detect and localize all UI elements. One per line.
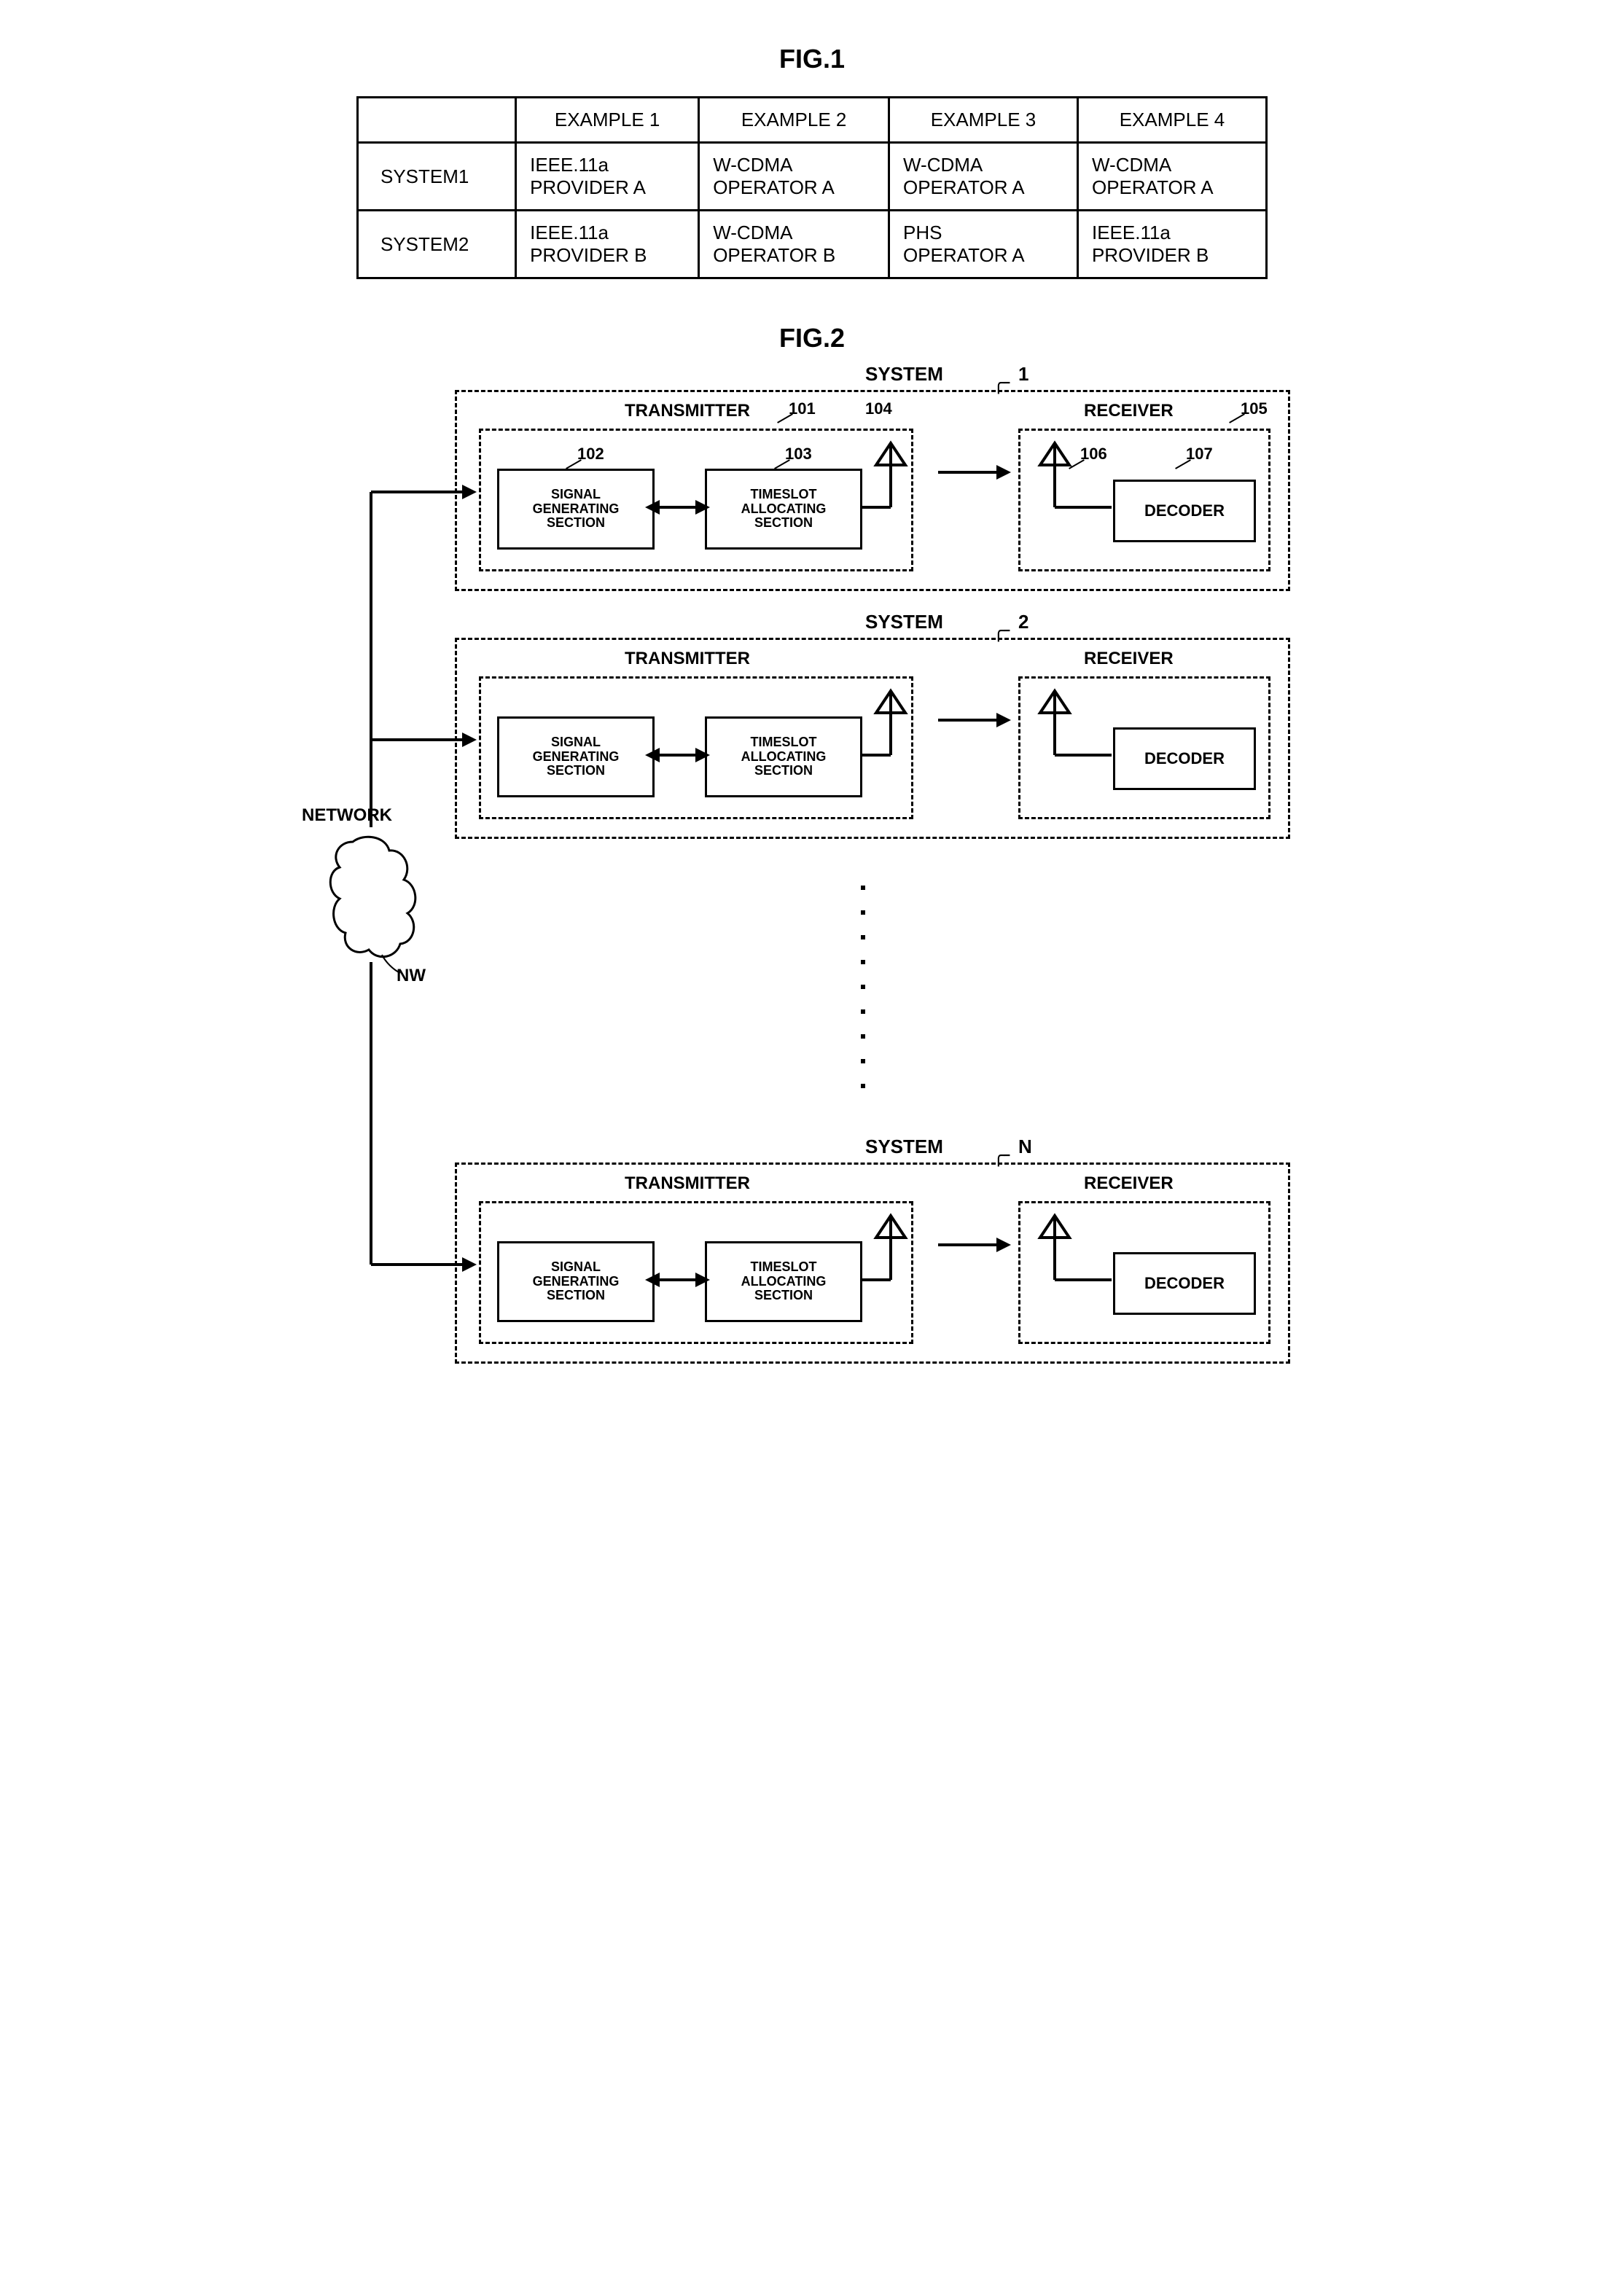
cell: W-CDMAOPERATOR A <box>699 143 889 211</box>
system-box-n: SYSTEM ╭╴ N TRANSMITTER RECEIVER SIGNALG… <box>455 1163 1290 1364</box>
leader-icon: ╭╴ <box>993 620 1015 642</box>
ellipsis-icon <box>848 878 878 1097</box>
system-label: SYSTEM <box>865 363 943 386</box>
system-box-1: SYSTEM ╭╴ 1 TRANSMITTER RECEIVER 101 102… <box>455 390 1290 591</box>
col-header: EXAMPLE 4 <box>1077 98 1266 143</box>
system-arrows <box>457 1165 1288 1361</box>
row-label: SYSTEM1 <box>358 143 516 211</box>
leader-icon: ╭╴ <box>993 1144 1015 1167</box>
fig1-table: EXAMPLE 1 EXAMPLE 2 EXAMPLE 3 EXAMPLE 4 … <box>356 96 1268 279</box>
fig1-title: FIG.1 <box>302 44 1322 74</box>
table-row: SYSTEM1 IEEE.11aPROVIDER A W-CDMAOPERATO… <box>358 143 1267 211</box>
leader-icon: ╭╴ <box>993 372 1015 394</box>
fig2-title: FIG.2 <box>302 323 1322 353</box>
system-arrows <box>457 640 1288 837</box>
network-lines <box>324 375 469 1396</box>
cell: IEEE.11aPROVIDER A <box>516 143 699 211</box>
system-box-2: SYSTEM ╭╴ 2 TRANSMITTER RECEIVER SIGNALG… <box>455 638 1290 839</box>
col-header <box>358 98 516 143</box>
cell: W-CDMAOPERATOR A <box>889 143 1077 211</box>
cell: IEEE.11aPROVIDER B <box>1077 211 1266 278</box>
cell: W-CDMAOPERATOR B <box>699 211 889 278</box>
system-number: 1 <box>1018 363 1028 386</box>
fig2-diagram: NETWORK NW SYSTEM ╭╴ 1 TRANSMITTE <box>324 375 1300 1396</box>
system-label: SYSTEM <box>865 611 943 633</box>
row-label: SYSTEM2 <box>358 211 516 278</box>
table-row: EXAMPLE 1 EXAMPLE 2 EXAMPLE 3 EXAMPLE 4 <box>358 98 1267 143</box>
cell: PHSOPERATOR A <box>889 211 1077 278</box>
col-header: EXAMPLE 2 <box>699 98 889 143</box>
col-header: EXAMPLE 3 <box>889 98 1077 143</box>
system-number: 2 <box>1018 611 1028 633</box>
table-row: SYSTEM2 IEEE.11aPROVIDER B W-CDMAOPERATO… <box>358 211 1267 278</box>
system-label: SYSTEM <box>865 1136 943 1158</box>
system-arrows <box>457 392 1288 589</box>
cell: IEEE.11aPROVIDER B <box>516 211 699 278</box>
col-header: EXAMPLE 1 <box>516 98 699 143</box>
system-number: N <box>1018 1136 1032 1158</box>
cell: W-CDMAOPERATOR A <box>1077 143 1266 211</box>
